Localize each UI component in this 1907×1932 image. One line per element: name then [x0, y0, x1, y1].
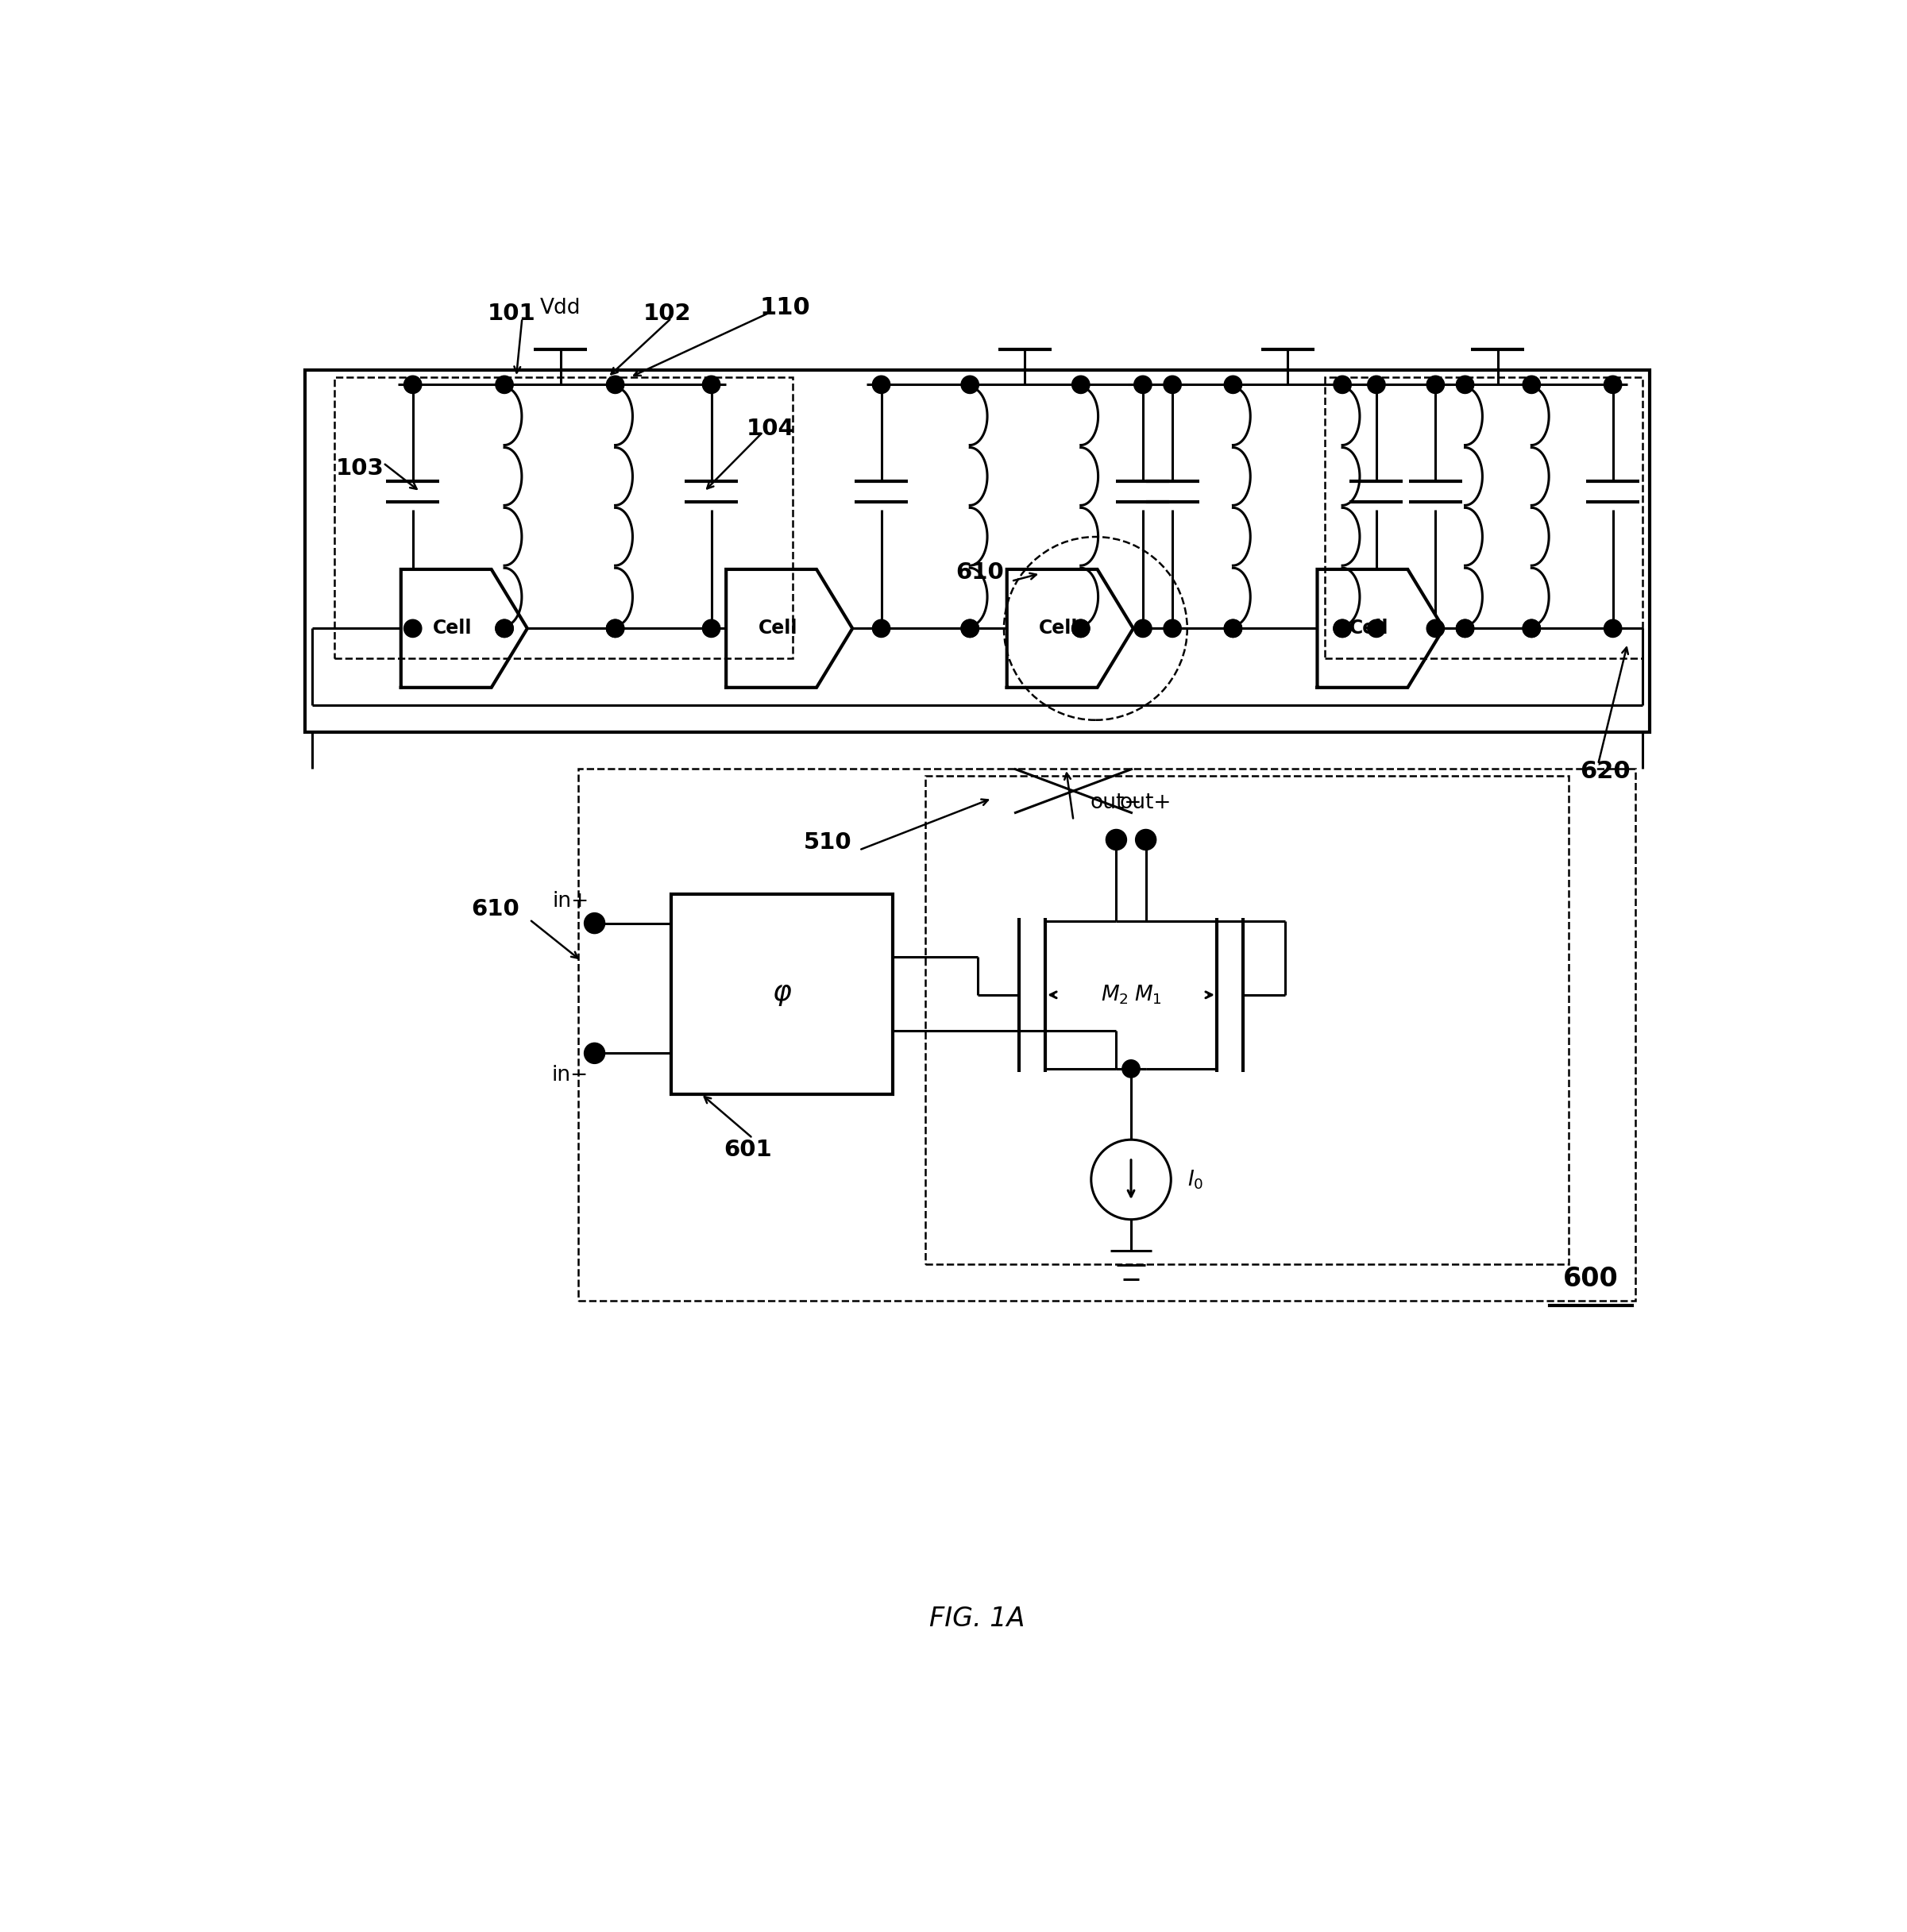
Circle shape: [606, 620, 624, 638]
Circle shape: [1426, 375, 1444, 394]
Circle shape: [702, 620, 721, 638]
Circle shape: [1333, 620, 1352, 638]
Circle shape: [1367, 375, 1384, 394]
Text: $M_2$: $M_2$: [1100, 983, 1129, 1007]
Text: 110: 110: [759, 296, 810, 319]
Circle shape: [404, 375, 421, 394]
Text: Cell: Cell: [1350, 618, 1388, 638]
Polygon shape: [400, 570, 528, 688]
Circle shape: [496, 620, 513, 638]
Text: $\varphi$: $\varphi$: [772, 981, 791, 1009]
Circle shape: [1522, 620, 1541, 638]
Text: Cell: Cell: [433, 618, 473, 638]
Circle shape: [1604, 375, 1621, 394]
Polygon shape: [727, 570, 852, 688]
Circle shape: [1522, 620, 1541, 638]
Circle shape: [606, 620, 624, 638]
Text: 103: 103: [336, 458, 383, 479]
Polygon shape: [1007, 570, 1133, 688]
Circle shape: [1163, 375, 1180, 394]
Circle shape: [1106, 829, 1127, 850]
Circle shape: [702, 375, 721, 394]
Circle shape: [1457, 620, 1474, 638]
Text: in−: in−: [551, 1065, 589, 1086]
Circle shape: [1333, 620, 1352, 638]
Circle shape: [1224, 620, 1241, 638]
Circle shape: [1072, 620, 1089, 638]
Text: $M_1$: $M_1$: [1135, 983, 1161, 1007]
Circle shape: [871, 620, 891, 638]
Text: in+: in+: [551, 891, 589, 912]
Circle shape: [1457, 620, 1474, 638]
Circle shape: [1522, 375, 1541, 394]
Text: 600: 600: [1564, 1265, 1619, 1293]
Circle shape: [871, 375, 891, 394]
Text: Cell: Cell: [1039, 618, 1077, 638]
Circle shape: [1072, 620, 1089, 638]
Circle shape: [404, 620, 421, 638]
Circle shape: [1604, 620, 1621, 638]
Circle shape: [1426, 620, 1444, 638]
Text: 601: 601: [725, 1138, 772, 1161]
Circle shape: [496, 620, 513, 638]
Circle shape: [584, 1043, 605, 1065]
Bar: [334, 377, 793, 659]
Circle shape: [961, 375, 978, 394]
Text: 102: 102: [643, 303, 690, 325]
Bar: [578, 769, 1634, 1300]
Circle shape: [961, 620, 978, 638]
Circle shape: [1333, 375, 1352, 394]
Circle shape: [1121, 1061, 1140, 1078]
Circle shape: [961, 620, 978, 638]
Circle shape: [496, 375, 513, 394]
Circle shape: [1163, 620, 1180, 638]
Text: Cell: Cell: [759, 618, 797, 638]
Bar: [1325, 377, 1642, 659]
Text: out−: out−: [1091, 792, 1142, 813]
Text: 620: 620: [1581, 759, 1630, 782]
Circle shape: [1457, 375, 1474, 394]
Circle shape: [1072, 375, 1089, 394]
Circle shape: [1367, 620, 1384, 638]
Text: FIG. 1A: FIG. 1A: [929, 1605, 1026, 1631]
Circle shape: [606, 375, 624, 394]
Text: 104: 104: [746, 417, 795, 440]
Text: Vdd: Vdd: [540, 298, 582, 319]
Bar: [305, 369, 1650, 732]
Bar: [925, 777, 1569, 1264]
Polygon shape: [1318, 570, 1444, 688]
Text: out+: out+: [1119, 792, 1171, 813]
Text: 610: 610: [471, 898, 519, 920]
Text: $I_0$: $I_0$: [1188, 1169, 1203, 1190]
Circle shape: [1135, 829, 1156, 850]
Circle shape: [1135, 375, 1152, 394]
Text: 101: 101: [488, 303, 536, 325]
Circle shape: [1224, 375, 1241, 394]
Circle shape: [1135, 620, 1152, 638]
Circle shape: [584, 912, 605, 933]
Circle shape: [1224, 620, 1241, 638]
Text: 610: 610: [955, 560, 1003, 583]
Bar: [671, 895, 892, 1094]
Text: 510: 510: [803, 831, 852, 854]
